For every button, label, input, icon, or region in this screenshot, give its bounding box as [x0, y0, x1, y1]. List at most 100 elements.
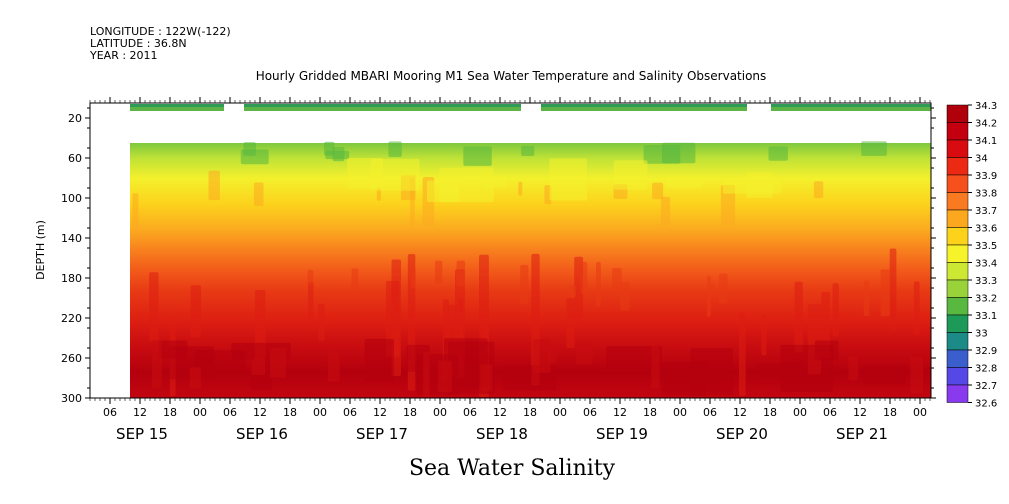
surface-strip	[541, 104, 747, 111]
hour-tick-label: 06	[703, 406, 717, 419]
salinity-patch	[720, 185, 736, 226]
salinity-patch	[518, 181, 523, 196]
surface-strips	[130, 104, 931, 111]
salinity-patch	[423, 352, 430, 398]
hour-tick-label: 06	[583, 406, 597, 419]
salinity-patch	[189, 367, 201, 389]
hour-tick-label: 12	[853, 406, 867, 419]
colorbar-label: 33.7	[975, 206, 997, 217]
salinity-patch	[456, 260, 466, 287]
surface-strip	[130, 104, 224, 111]
colorbar-swatch	[946, 139, 969, 158]
colorbar-swatch	[946, 314, 969, 333]
data-field	[130, 104, 931, 398]
y-tick-label: 180	[61, 272, 82, 285]
day-label: SEP 20	[716, 425, 768, 443]
colorbar-swatch	[946, 192, 969, 211]
salinity-patch	[307, 269, 314, 286]
salinity-patch	[151, 339, 162, 388]
hour-tick-label: 06	[223, 406, 237, 419]
salinity-patch	[612, 268, 622, 295]
salinity-patch	[662, 142, 696, 164]
salinity-patch	[569, 285, 576, 298]
hour-tick-label: 12	[373, 406, 387, 419]
colorbar-label: 34.1	[975, 136, 997, 147]
salinity-patch	[813, 181, 824, 199]
salinity-patch	[913, 281, 920, 336]
salinity-patch	[521, 145, 535, 156]
salinity-patch	[270, 348, 286, 378]
salinity-patch	[606, 346, 663, 375]
salinity-patch	[385, 280, 400, 357]
colorbar-label: 34.2	[975, 119, 997, 130]
y-tick-label: 100	[61, 192, 82, 205]
colorbar-label: 33.8	[975, 189, 997, 200]
salinity-patches	[132, 141, 923, 398]
y-tick-label: 220	[61, 312, 82, 325]
colorbar-label: 32.7	[975, 381, 997, 392]
hour-tick-label: 12	[133, 406, 147, 419]
salinity-patch	[463, 146, 492, 166]
salinity-patch	[613, 160, 648, 190]
salinity-patch	[880, 269, 890, 317]
salinity-patch	[707, 275, 711, 317]
hour-tick-label: 06	[343, 406, 357, 419]
salinity-patch	[794, 281, 803, 353]
salinity-patch	[132, 193, 139, 228]
salinity-patch	[746, 172, 773, 198]
salinity-patch	[253, 182, 264, 206]
salinity-patch	[661, 361, 707, 396]
salinity-patch	[533, 339, 551, 373]
hour-tick-label: 18	[403, 406, 417, 419]
salinity-patch	[861, 141, 887, 156]
salinity-patch	[739, 312, 746, 397]
hour-tick-label: 00	[553, 406, 567, 419]
day-label: SEP 21	[836, 425, 888, 443]
surface-strip-edge	[771, 104, 931, 107]
colorbar-swatch	[946, 349, 969, 368]
hour-tick-label: 12	[493, 406, 507, 419]
salinity-patch	[660, 196, 671, 226]
salinity-patch	[768, 146, 788, 161]
salinity-patch	[566, 298, 575, 348]
latitude-label: LATITUDE : 36.8N	[90, 37, 187, 50]
salinity-patch	[435, 260, 443, 284]
x-axis-label: Sea Water Salinity	[409, 456, 616, 481]
hour-tick-label: 18	[763, 406, 777, 419]
day-label: SEP 17	[356, 425, 408, 443]
hour-tick-label: 00	[433, 406, 447, 419]
hour-tick-label: 06	[103, 406, 117, 419]
salinity-patch	[761, 315, 767, 356]
colorbar-label: 33.3	[975, 276, 997, 287]
salinity-patch	[910, 357, 923, 394]
top-axis-ticks	[89, 97, 931, 103]
colorbar-swatch	[946, 244, 969, 263]
salinity-patch	[580, 261, 588, 294]
y-tick-label: 60	[68, 152, 82, 165]
surface-strip	[771, 104, 931, 111]
salinity-patch	[318, 303, 325, 341]
hour-tick-label: 00	[793, 406, 807, 419]
salinity-patch	[832, 283, 839, 337]
colorbar-label: 33.5	[975, 241, 997, 252]
colorbar-swatch	[946, 279, 969, 298]
salinity-patch	[438, 360, 452, 393]
salinity-patch	[620, 281, 630, 311]
hour-tick-label: 00	[913, 406, 927, 419]
colorbar-swatch	[946, 384, 969, 403]
hour-tick-label: 12	[613, 406, 627, 419]
chart-title: Hourly Gridded MBARI Mooring M1 Sea Wate…	[256, 69, 767, 83]
salinity-patch	[756, 363, 804, 378]
salinity-patch	[814, 340, 839, 361]
salinity-patch	[190, 285, 202, 338]
salinity-patch	[665, 177, 703, 189]
salinity-patch	[480, 364, 493, 392]
surface-strip	[244, 104, 521, 111]
colorbar-label: 34	[975, 154, 988, 165]
y-axis: 20 60 100 140 180 220 260 300	[61, 107, 936, 405]
salinity-patch	[863, 364, 906, 385]
colorbar-swatch	[946, 174, 969, 193]
colorbar-swatch	[946, 157, 969, 176]
salinity-patch	[364, 338, 394, 382]
day-label: SEP 15	[116, 425, 168, 443]
